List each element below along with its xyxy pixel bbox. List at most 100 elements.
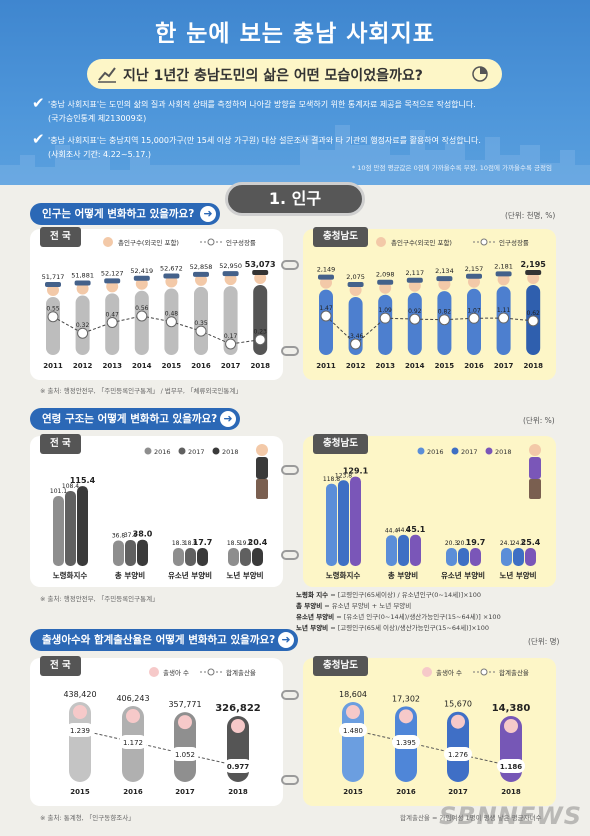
person-cap-icon: [104, 278, 121, 284]
bar-age: [113, 540, 124, 566]
x-tick-label: 2014: [405, 362, 425, 370]
person-cap-icon: [252, 270, 269, 275]
rate-value-label: 0.23: [254, 329, 268, 336]
legend-label: 2017: [461, 448, 478, 456]
panel-population-national: 전 국 총인구수(외국인 포함) 인구성장률 51,717 2011 51,881 201…: [30, 227, 283, 380]
rate-point: [379, 312, 391, 324]
x-tick-label: 2013: [375, 362, 395, 370]
elderly-legs-icon: [529, 479, 541, 499]
section-title: 1. 인구: [225, 182, 365, 216]
rate-value-label: -3.46: [348, 333, 364, 340]
bar-age: [240, 548, 251, 566]
baby-icon: [178, 715, 192, 730]
unit-age: (단위: %): [523, 416, 555, 425]
fertility-value-label: 1.395: [396, 739, 416, 747]
legend-baby-icon: [422, 667, 432, 677]
legend-label: 2017: [188, 448, 205, 456]
checkmark-icon: ✔: [32, 130, 45, 148]
person-cap-icon: [377, 279, 394, 285]
bar-value-label: 20.3: [445, 540, 459, 547]
formula-line: 유소년 부양비 = [유소년 인구(0~14세)/생산가능인구(15~64세)]…: [296, 613, 501, 621]
bar-value-label: 18.5: [227, 540, 241, 547]
elderly-body-icon: [256, 457, 268, 479]
bar-birth: [69, 702, 91, 782]
fertility-value-label: 0.977: [227, 763, 249, 771]
watermark: SBNNEWS: [439, 802, 582, 830]
bar-age: [410, 534, 421, 566]
legend-line-label: 인구성장률: [226, 238, 256, 247]
source-birth: ※ 출처: 통계청, 「인구동향조사」: [40, 814, 135, 822]
legend-swatch: [485, 447, 493, 455]
elderly-legs-icon: [256, 479, 268, 499]
x-tick-label: 2015: [435, 362, 455, 370]
baby-icon: [504, 719, 518, 733]
rate-point: [409, 313, 421, 325]
person-head-icon: [165, 275, 178, 288]
question-population[interactable]: 인구는 어떻게 변화하고 있을까요? ➜: [30, 203, 220, 225]
baby-icon: [126, 709, 140, 724]
question-age[interactable]: 연령 구조는 어떻게 변화하고 있을까요? ➜: [30, 408, 240, 430]
bar-value-label: 18,604: [339, 690, 367, 699]
bar-age: [525, 548, 536, 566]
legend-label: 2018: [222, 448, 239, 456]
bar-value-label: 37.6: [124, 532, 138, 539]
bar-age: [173, 548, 184, 566]
bar-value-label: 19.7: [466, 538, 486, 547]
x-tick-label: 2015: [162, 362, 182, 370]
legend-swatch: [144, 447, 152, 455]
bar-value-label: 2,075: [346, 273, 365, 281]
x-tick-label: 2017: [448, 788, 468, 796]
panel-tag: 충청남도: [313, 227, 368, 247]
formula-line: 노령화 지수 = [고령인구(65세이상) / 유소년인구(0~14세)]×10…: [296, 591, 482, 599]
line-chart-icon: [98, 67, 116, 83]
person-cap-icon: [406, 277, 423, 283]
formula-line: 노년 부양비 = [고령인구(65세 이상)/생산가능인구(15~64세)]×1…: [296, 624, 490, 632]
rate-point: [498, 312, 510, 324]
formula-notes: 노령화 지수 = [고령인구(65세이상) / 유소년인구(0~14세)]×10…: [296, 590, 501, 634]
legend-person-icon: [376, 237, 386, 247]
legend-label: 2018: [495, 448, 512, 456]
x-tick-label: 유소년 부양비: [168, 570, 212, 580]
baby-icon: [399, 709, 413, 724]
x-tick-label: 2012: [346, 362, 366, 370]
elderly-head-icon: [256, 444, 268, 456]
fertility-line: [352, 729, 512, 767]
fertility-value-label: 1.052: [175, 751, 195, 759]
x-tick-label: 2011: [43, 362, 63, 370]
person-cap-icon: [436, 276, 453, 282]
arrow-right-icon: ➜: [200, 206, 216, 222]
bar-population: [134, 290, 149, 355]
rate-point: [47, 311, 59, 323]
rate-point: [468, 312, 480, 324]
legend-bar-label: 총인구수(외국인 포함): [118, 238, 179, 247]
person-cap-icon: [74, 280, 91, 286]
panel-age-national: 전 국 2016 2017 2018 101.1 108.4 115.4 노령화지수 36.8…: [30, 434, 283, 587]
city-skyline-graphic: [0, 125, 590, 185]
bar-age: [125, 539, 136, 566]
source-population: ※ 출처: 행정안전부, 「주민등록인구통계」 / 법무부, 「체류외국인통계」: [40, 387, 242, 395]
bar-population: [46, 297, 60, 355]
x-tick-label: 총 부양비: [115, 570, 145, 580]
population-chungnam-chart: 총인구수(외국인 포함) 인구성장률 2,149 2011 2,075 2012 2,098…: [316, 237, 546, 370]
legend-bar-label: 총인구수(외국인 포함): [391, 238, 452, 247]
bar-value-label: 17.7: [193, 538, 213, 547]
rate-point: [527, 315, 539, 327]
bar-value-label: 357,771: [168, 700, 201, 709]
bar-birth: [342, 702, 364, 782]
legend-baby-icon: [149, 667, 159, 677]
person-cap-icon: [525, 270, 542, 275]
x-tick-label: 2017: [494, 362, 514, 370]
checkmark-icon: ✔: [32, 94, 45, 112]
bar-value-label: 2,134: [435, 267, 454, 275]
bar-value-label: 18.3: [172, 540, 186, 547]
bar-value-label: 51,717: [42, 273, 65, 281]
legend-swatch: [212, 447, 220, 455]
rate-value-label: 0.48: [165, 311, 179, 318]
person-cap-icon: [45, 282, 61, 287]
fertility-point: [66, 723, 94, 737]
question-birth[interactable]: 출생아수와 합계출산율은 어떻게 변화하고 있을까요? ➜: [30, 629, 298, 651]
panel-birth-chungnam: 충청남도 출생아 수 합계출산율 18,604 2015 17,302 2016 15,67…: [303, 656, 556, 806]
bar-value-label: 2,117: [405, 269, 424, 277]
person-head-icon: [379, 281, 392, 294]
